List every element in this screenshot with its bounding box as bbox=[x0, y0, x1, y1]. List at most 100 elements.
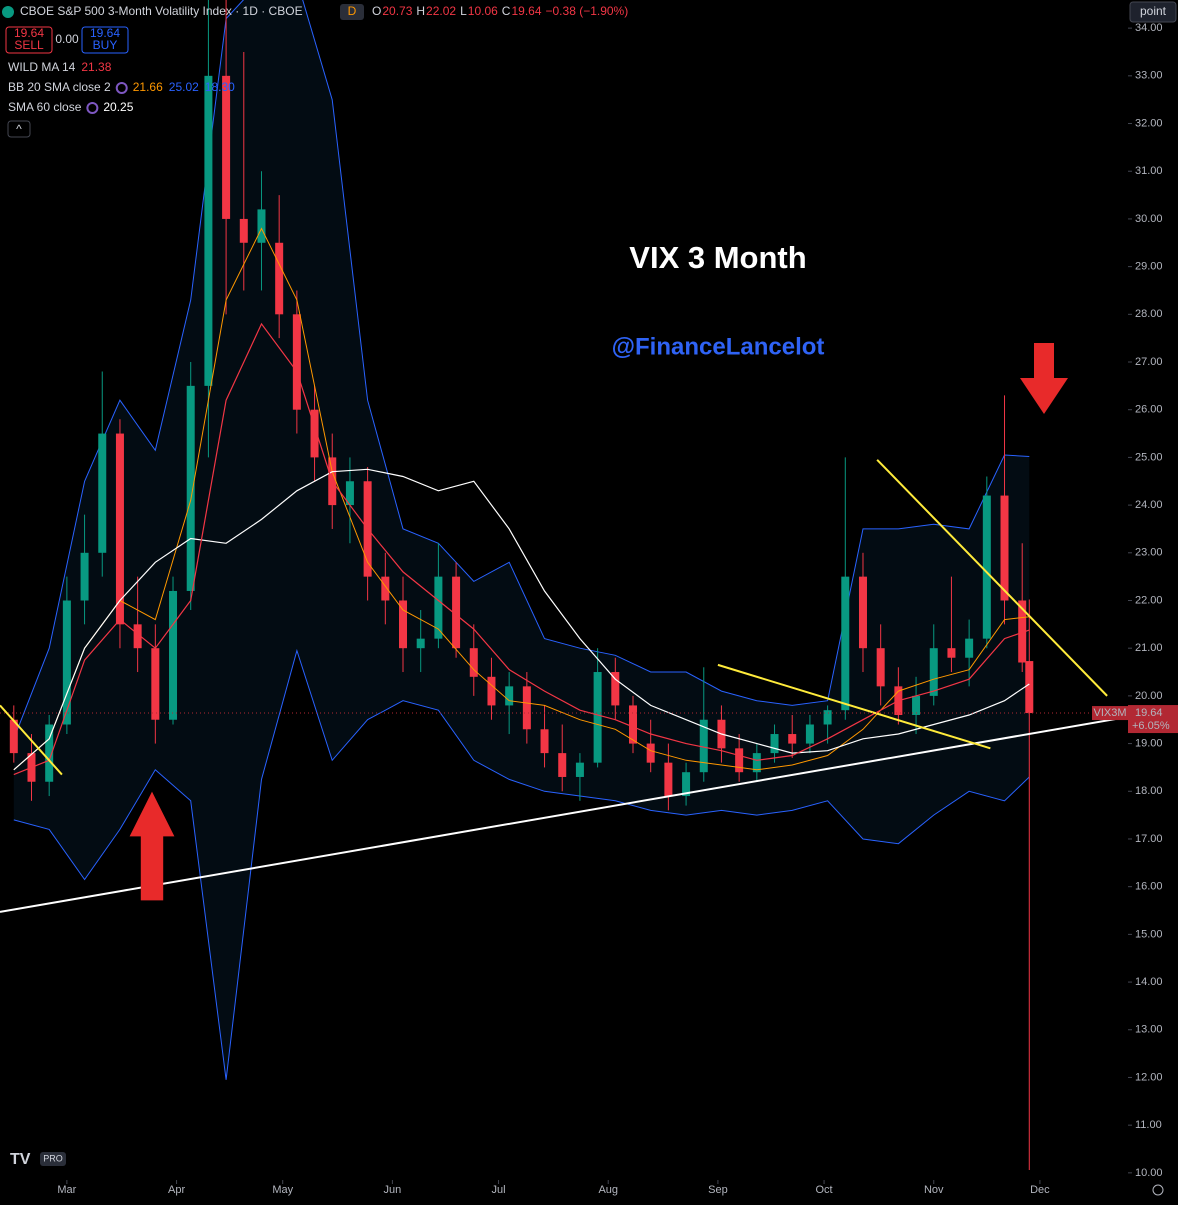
price-change: +6.05% bbox=[1132, 720, 1170, 732]
ohlc-value: 19.64 bbox=[511, 4, 541, 18]
candle-body bbox=[558, 753, 567, 777]
legend-value: 25.02 bbox=[169, 80, 199, 94]
point-button[interactable]: point bbox=[1140, 4, 1167, 18]
x-tick-label: Aug bbox=[598, 1184, 618, 1196]
legend-icon bbox=[86, 102, 99, 114]
candle-body bbox=[186, 385, 195, 591]
y-tick-label: 20.00 bbox=[1135, 690, 1163, 702]
y-tick-label: 22.00 bbox=[1135, 594, 1163, 606]
price-tag-bg bbox=[1128, 705, 1178, 734]
trendline bbox=[0, 704, 63, 776]
candle-body bbox=[735, 748, 744, 773]
legend-name: SMA 60 close bbox=[8, 100, 82, 114]
candle-body bbox=[1025, 661, 1034, 714]
sell-label[interactable]: SELL bbox=[14, 38, 44, 52]
candle-body bbox=[133, 624, 142, 649]
tv-logo: TV PRO bbox=[10, 1151, 66, 1168]
trendline bbox=[717, 663, 991, 750]
candle-body bbox=[522, 686, 531, 730]
ohlc-value: 22.02 bbox=[426, 4, 456, 18]
logo-badge bbox=[40, 1152, 66, 1166]
x-tick-label: Nov bbox=[924, 1184, 944, 1196]
badge: D bbox=[348, 4, 357, 18]
arrow-up bbox=[129, 791, 175, 901]
point-button-bg[interactable] bbox=[1129, 1, 1177, 23]
ohlc-value: 10.06 bbox=[468, 4, 498, 18]
candle-body bbox=[452, 576, 461, 649]
settings-icon[interactable] bbox=[1152, 1184, 1164, 1196]
y-tick-label: 12.00 bbox=[1135, 1071, 1163, 1083]
legend-name: BB 20 SMA close 2 bbox=[8, 80, 111, 94]
buy-price[interactable]: 19.64 bbox=[90, 26, 120, 40]
candle-body bbox=[929, 648, 938, 696]
header: CBOE S&P 500 3-Month Volatility Index · … bbox=[2, 1, 1177, 138]
y-tick-label: 10.00 bbox=[1135, 1167, 1163, 1179]
buy-button[interactable] bbox=[81, 26, 129, 54]
annotation-title: VIX 3 Month bbox=[629, 240, 806, 275]
arrow-down bbox=[1020, 343, 1068, 414]
y-tick-label: 17.00 bbox=[1135, 833, 1163, 845]
x-tick-label: Dec bbox=[1030, 1184, 1050, 1196]
axes: 34.00 33.00 32.00 31.00 30.00 29.00 28.00 27.00… bbox=[0, 22, 1178, 1196]
candle-body bbox=[416, 638, 425, 649]
ohlc-label: L bbox=[460, 4, 467, 18]
change: −0.38 (−1.90%) bbox=[546, 4, 629, 18]
ma-line bbox=[13, 322, 1030, 776]
status-dot bbox=[2, 6, 14, 18]
candle-body bbox=[310, 409, 319, 458]
candle-body bbox=[292, 314, 301, 410]
candle-body bbox=[593, 672, 602, 763]
candle-body bbox=[80, 552, 89, 601]
bb-upper bbox=[13, 0, 1030, 739]
candle-body bbox=[788, 734, 797, 744]
annotation-handle: @FinanceLancelot bbox=[612, 333, 825, 360]
candle-body bbox=[469, 648, 478, 677]
y-tick-label: 26.00 bbox=[1135, 404, 1163, 416]
candle-body bbox=[682, 772, 691, 797]
y-tick-label: 24.00 bbox=[1135, 499, 1163, 511]
candle-body bbox=[487, 676, 496, 706]
candle-body bbox=[1000, 495, 1009, 601]
candle-body bbox=[965, 638, 974, 658]
candle-body bbox=[540, 729, 549, 754]
candle-body bbox=[646, 743, 655, 763]
x-tick-label: May bbox=[272, 1184, 293, 1196]
bb-lower bbox=[13, 648, 1030, 1080]
y-tick-label: 28.00 bbox=[1135, 308, 1163, 320]
candle-body bbox=[611, 672, 620, 706]
x-tick-label: Sep bbox=[708, 1184, 728, 1196]
symbol-tag: VIX3M bbox=[1093, 707, 1126, 719]
candle-body bbox=[575, 762, 584, 777]
sell-button[interactable] bbox=[5, 26, 53, 54]
sell-price[interactable]: 19.64 bbox=[14, 26, 44, 40]
y-tick-label: 19.00 bbox=[1135, 737, 1163, 749]
y-tick-label: 14.00 bbox=[1135, 976, 1163, 988]
plot-area bbox=[0, 0, 1128, 1170]
ma-line bbox=[13, 468, 1030, 771]
buy-label[interactable]: BUY bbox=[93, 38, 118, 52]
bb-basis bbox=[13, 227, 1030, 771]
candle-body bbox=[823, 710, 832, 725]
candle-body bbox=[115, 433, 124, 625]
candle-body bbox=[770, 734, 779, 754]
candle-body bbox=[9, 719, 18, 754]
ohlc-label: C bbox=[502, 4, 511, 18]
y-tick-label: 16.00 bbox=[1135, 881, 1163, 893]
legend-icon bbox=[115, 82, 128, 94]
overlay: VIX 3 Month @FinanceLancelot TV PRO bbox=[10, 240, 1164, 1196]
y-tick-label: 31.00 bbox=[1135, 165, 1163, 177]
collapse-button[interactable] bbox=[7, 120, 31, 138]
candle-body bbox=[841, 576, 850, 711]
trendline bbox=[0, 715, 1128, 913]
candle-body bbox=[169, 590, 178, 720]
candle-body bbox=[858, 576, 867, 649]
collapse-icon[interactable]: ^ bbox=[16, 122, 22, 136]
y-tick-label: 11.00 bbox=[1135, 1119, 1162, 1131]
candle-body bbox=[982, 495, 991, 639]
y-tick-label: 29.00 bbox=[1135, 261, 1163, 273]
legend-value: 21.38 bbox=[81, 60, 111, 74]
y-tick-label: 34.00 bbox=[1135, 22, 1163, 34]
candle-body bbox=[628, 705, 637, 744]
